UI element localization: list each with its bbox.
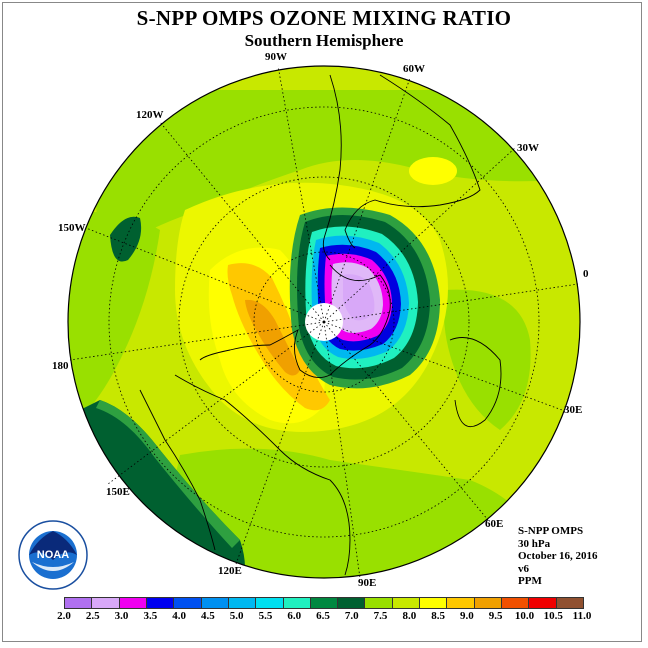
lon-label-60w: 60W: [403, 63, 425, 75]
colorbar-tick-label: 2.5: [85, 610, 100, 622]
lon-label-30e: 30E: [564, 404, 583, 416]
colorbar-segment: [338, 598, 366, 608]
lon-label-150e: 150E: [106, 486, 130, 498]
noaa-logo-text: NOAA: [37, 549, 69, 561]
graticule: [69, 65, 579, 579]
colorbar-segment: [65, 598, 93, 608]
info-units: PPM: [518, 575, 542, 587]
colorbar-segment: [174, 598, 202, 608]
ozone-field-lime-east: [443, 289, 531, 430]
colorbar-tick-label: 8.0: [402, 610, 417, 622]
colorbar-segment: [392, 598, 421, 608]
colorbar-segment: [447, 598, 475, 608]
lon-label-30w: 30W: [517, 142, 539, 154]
colorbar-tick-label: 9.5: [488, 610, 503, 622]
lon-label-0: 0: [583, 268, 589, 280]
lon-label-90e: 90E: [358, 577, 377, 589]
ozone-field-orange: [245, 299, 300, 376]
lon-label-180: 180: [52, 360, 69, 372]
info-instrument: S-NPP OMPS: [518, 525, 584, 537]
colorbar-segment: [92, 598, 120, 608]
lon-label-120w: 120W: [136, 109, 164, 121]
colorbar-segment: [256, 598, 284, 608]
map-boundary: [67, 65, 581, 579]
colorbar-tick-label: 2.0: [57, 610, 71, 622]
info-level: 30 hPa: [518, 537, 551, 550]
noaa-logo: NOAA: [18, 520, 88, 590]
colorbar-segment: [529, 598, 557, 608]
lon-label-60e: 60E: [485, 518, 504, 530]
colorbar-tick-label: 8.5: [431, 610, 445, 622]
coastlines: [139, 74, 502, 576]
colorbar-tick-label: 4.5: [201, 610, 215, 622]
colorbar-segment: [228, 598, 257, 608]
colorbar-segment: [283, 598, 311, 608]
colorbar-segment: [201, 598, 229, 608]
colorbar-tick-label: 11.0: [572, 610, 592, 622]
map-subtitle: Southern Hemisphere: [244, 31, 404, 50]
colorbar-segment: [420, 598, 448, 608]
colorbar-segment: [556, 598, 583, 608]
colorbar-tick-label: 7.0: [344, 610, 359, 622]
vortex-core-light-lavender: [343, 274, 375, 321]
figure-frame: [2, 2, 642, 642]
colorbar-segment: [474, 598, 502, 608]
ozone-field-yellow-north: [409, 157, 457, 185]
ozone-field-lime-west: [68, 212, 160, 430]
lon-label-90w: 90W: [265, 51, 287, 63]
map-title: S-NPP OMPS OZONE MIXING RATIO: [136, 6, 512, 30]
colorbar-ticks: 2.0 2.5 3.0 3.5 4.0 4.5 5.0 5.5 6.0 6.5 7.0 7.5 8.0 8…: [0, 610, 648, 624]
colorbar-tick-label: 9.0: [460, 610, 474, 622]
colorbar-segment: [310, 598, 339, 608]
colorbar-tick-label: 7.5: [373, 610, 388, 622]
colorbar-segment: [119, 598, 147, 608]
colorbar-segment: [365, 598, 393, 608]
colorbar-segment: [146, 598, 175, 608]
colorbar-tick-label: 5.0: [229, 610, 244, 622]
colorbar: [64, 597, 584, 609]
colorbar-segment: [502, 598, 530, 608]
colorbar-tick-label: 10.5: [543, 610, 563, 622]
info-version: v6: [518, 562, 529, 575]
colorbar-tick-label: 5.5: [258, 610, 273, 622]
lon-label-150w: 150W: [58, 222, 86, 234]
colorbar-tick-label: 3.5: [143, 610, 158, 622]
info-block: S-NPP OMPS 30 hPa October 16, 2016 v6 PP…: [518, 525, 598, 588]
colorbar-tick-label: 6.5: [316, 610, 330, 622]
colorbar-tick-label: 6.0: [287, 610, 302, 622]
colorbar-tick-label: 10.0: [514, 610, 535, 622]
lon-label-120e: 120E: [218, 565, 242, 577]
colorbar-tick-label: 3.0: [114, 610, 129, 622]
ozone-field-lime-north: [90, 90, 560, 260]
colorbar-tick-label: 4.0: [172, 610, 186, 622]
info-date: October 16, 2016: [518, 550, 598, 562]
